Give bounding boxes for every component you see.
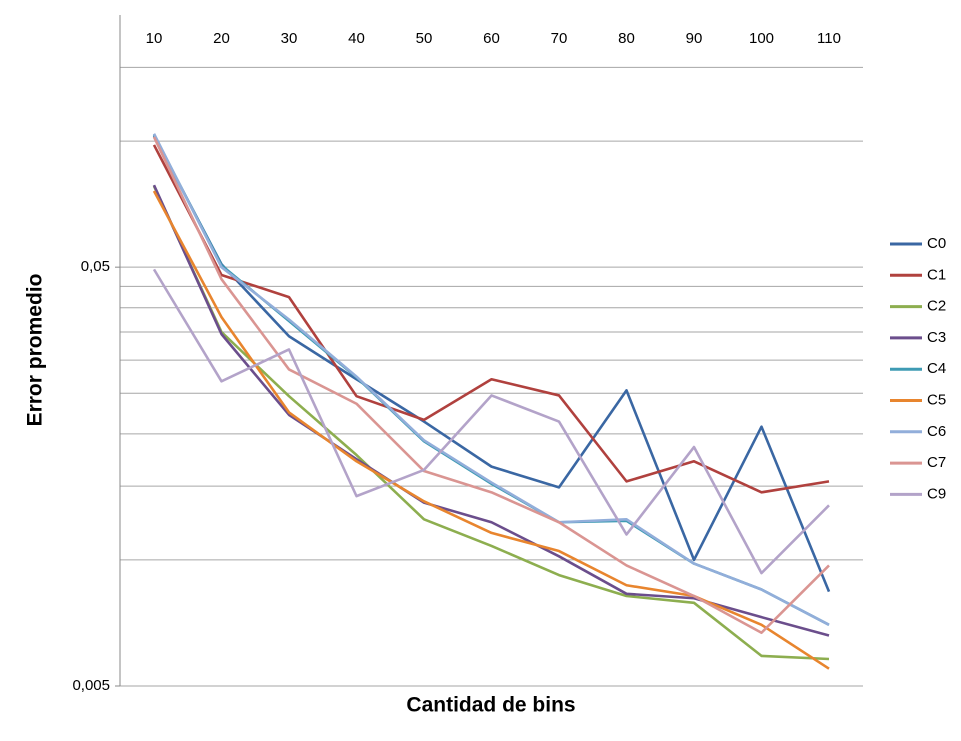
y-tick-label: 0,005 (72, 677, 110, 694)
series-line (152, 190, 830, 670)
x-tick-label: 100 (749, 30, 774, 47)
x-axis-title: Cantidad de bins (406, 694, 575, 717)
x-tick-label: 90 (686, 30, 703, 47)
x-tick-label: 80 (618, 30, 635, 47)
legend-label: C2 (927, 298, 946, 315)
legend-label: C9 (927, 485, 946, 502)
x-tick-label: 40 (348, 30, 365, 47)
series-line (152, 135, 831, 593)
legend-label: C0 (927, 235, 946, 252)
legend-label: C6 (927, 423, 946, 440)
series-line (152, 268, 830, 575)
x-tick-label: 70 (551, 30, 568, 47)
x-tick-label: 20 (213, 30, 230, 47)
y-tick-label: 0,05 (81, 258, 110, 275)
legend-label: C5 (927, 391, 946, 408)
x-tick-label: 110 (817, 30, 841, 47)
legend-label: C4 (927, 360, 946, 377)
x-tick-label: 30 (281, 30, 298, 47)
x-tick-label: 10 (146, 30, 163, 47)
legend-label: C3 (927, 329, 946, 346)
legend-label: C1 (927, 266, 946, 283)
y-axis-title: Error promedio (24, 274, 47, 427)
x-tick-label: 60 (483, 30, 500, 47)
legend-label: C7 (927, 454, 946, 471)
series-line (152, 144, 830, 494)
series-line (152, 185, 830, 661)
series-line (152, 136, 830, 635)
series-line (152, 133, 830, 626)
x-tick-label: 50 (416, 30, 433, 47)
